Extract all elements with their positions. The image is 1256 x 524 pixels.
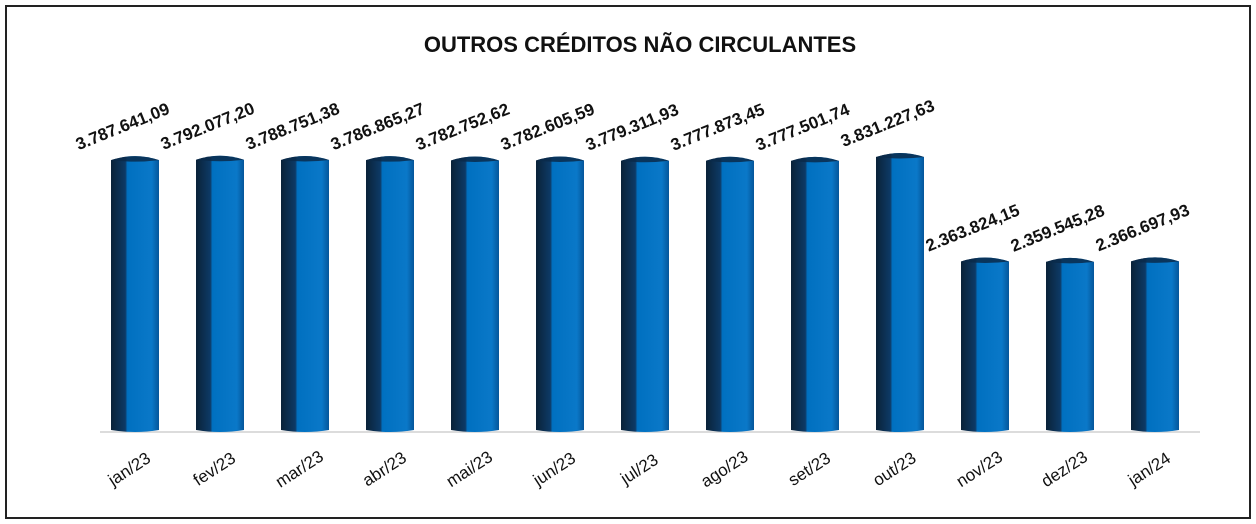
bar-top: [111, 156, 159, 162]
bar-top: [876, 153, 924, 159]
bar-top: [1046, 257, 1094, 264]
x-tick-label: fev/23: [190, 449, 239, 490]
bar: [791, 156, 839, 433]
x-tick-label: jan/23: [104, 449, 154, 491]
x-tick-label: jun/23: [529, 449, 579, 491]
x-tick-label: abr/23: [359, 448, 410, 490]
bar-top: [366, 156, 414, 162]
data-label: 3.782.605,59: [498, 100, 597, 155]
bar: [196, 155, 244, 432]
x-tick-label: jan/24: [1124, 449, 1174, 491]
bar: [536, 156, 584, 432]
data-label: 3.777.501,74: [753, 100, 853, 155]
bar-top: [1131, 257, 1179, 263]
data-label: 2.366.697,93: [1093, 200, 1192, 255]
bar-top: [961, 257, 1009, 264]
x-tick-label: dez/23: [1038, 447, 1091, 491]
x-tick-label: ago/23: [697, 447, 751, 491]
data-label: 3.787.641,09: [73, 99, 172, 154]
data-label: 3.786.865,27: [328, 99, 427, 154]
x-tick-label: mai/23: [443, 447, 496, 491]
x-tick-label: set/23: [785, 449, 834, 490]
x-tick-label: mar/23: [272, 447, 327, 492]
bar-top: [706, 156, 754, 163]
frame: [5, 5, 1251, 519]
bar-top: [281, 156, 329, 162]
chart-title: OUTROS CRÉDITOS NÃO CIRCULANTES: [424, 32, 856, 57]
data-label: 2.363.824,15: [923, 201, 1022, 256]
data-label: 3.831.227,63: [838, 96, 937, 151]
bar: [621, 156, 669, 432]
bar: [111, 156, 159, 432]
bar-top: [196, 155, 244, 162]
data-label: 3.782.752,62: [413, 100, 512, 155]
bar: [876, 153, 924, 432]
data-label: 3.779.311,93: [583, 100, 681, 154]
bar-top: [536, 156, 584, 162]
bar: [281, 156, 329, 432]
x-tick-label: out/23: [869, 448, 919, 490]
x-tick-label: jul/23: [616, 450, 661, 489]
x-tick-label: nov/23: [953, 447, 1006, 491]
bar-top: [621, 156, 669, 163]
bar: [366, 156, 414, 432]
data-label: 3.777.873,45: [668, 100, 767, 155]
bar: [1131, 257, 1179, 432]
data-label: 3.792.077,20: [158, 99, 257, 154]
bar: [451, 156, 499, 432]
bar-top: [451, 156, 499, 162]
bar: [961, 257, 1009, 432]
data-label: 2.359.545,28: [1008, 201, 1107, 256]
bar: [1046, 257, 1094, 432]
bar: [706, 156, 754, 433]
bar-top: [791, 156, 839, 163]
data-label: 3.788.751,38: [243, 99, 342, 154]
